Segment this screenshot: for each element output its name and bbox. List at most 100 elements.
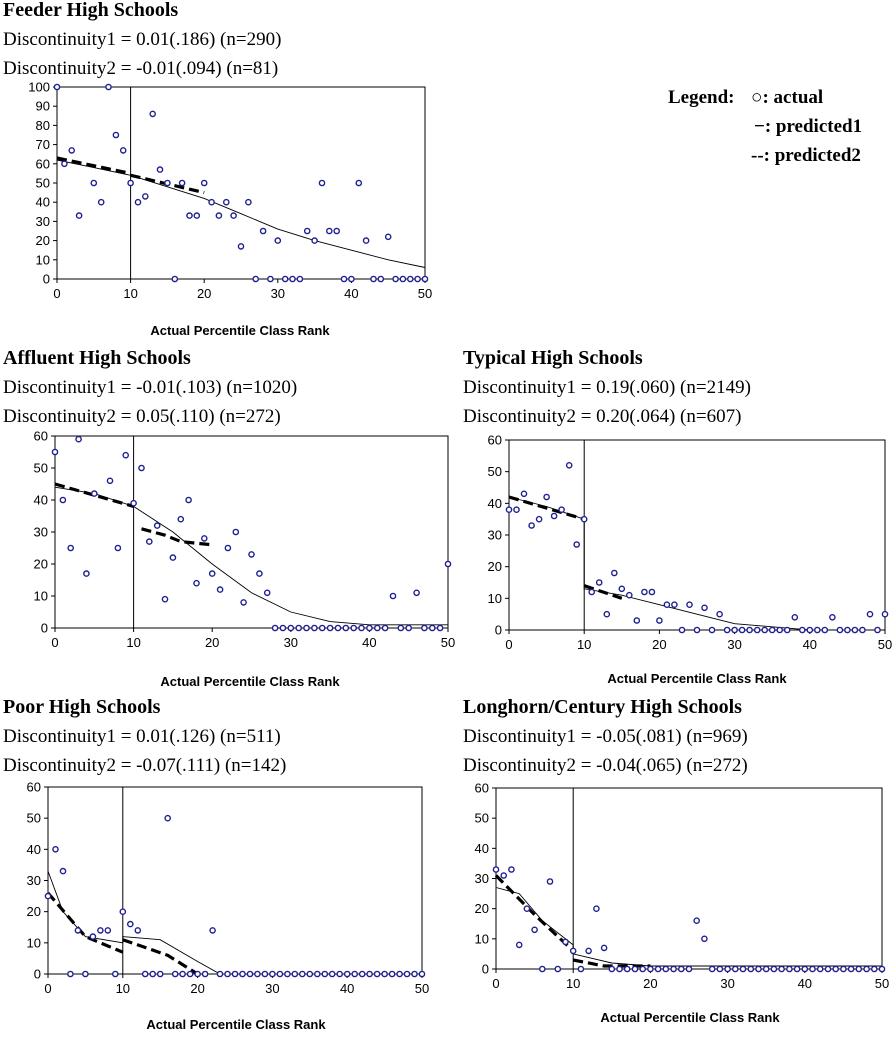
actual-point xyxy=(405,624,413,632)
actual-point xyxy=(793,965,801,973)
actual-point xyxy=(68,147,75,154)
actual-point xyxy=(881,610,889,618)
actual-point xyxy=(61,160,68,168)
y-tick-label: 20 xyxy=(36,233,50,248)
x-tick-label: 50 xyxy=(441,635,455,650)
actual-point xyxy=(761,626,769,634)
y-tick-label: 50 xyxy=(36,176,50,191)
actual-point xyxy=(216,970,224,978)
actual-point xyxy=(358,624,365,632)
actual-point xyxy=(816,965,824,973)
x-tick-label: 50 xyxy=(418,286,432,301)
actual-point xyxy=(389,592,397,600)
actual-point xyxy=(161,595,169,603)
y-tick-label: 50 xyxy=(27,811,41,826)
actual-point xyxy=(388,970,396,978)
actual-point xyxy=(52,846,59,853)
actual-point xyxy=(208,570,216,577)
plot-feeder: 0 10 20 30 40 50 60 70 80 90 100 0 10 20 30 40 50 xyxy=(28,80,432,302)
panel-poor: Poor High Schools Discontinuity1 = 0.01(… xyxy=(3,696,429,1032)
x-tick-label: 20 xyxy=(643,976,657,991)
actual-point xyxy=(708,965,716,973)
actual-point xyxy=(565,461,573,469)
actual-point xyxy=(662,965,670,973)
x-tick-label: 40 xyxy=(340,981,354,996)
actual-point xyxy=(836,626,844,634)
actual-point xyxy=(328,970,336,978)
x-tick-label: 40 xyxy=(798,976,812,991)
actual-point xyxy=(269,970,276,978)
x-axis-label: Actual Percentile Class Rank xyxy=(160,674,340,689)
panel-title: Poor High Schools xyxy=(3,696,161,718)
y-tick-label: 60 xyxy=(27,780,41,795)
discontinuity1: Discontinuity1 = -0.05(.081) (n=969) xyxy=(463,726,748,747)
actual-point xyxy=(351,970,359,978)
actual-point xyxy=(67,544,74,552)
actual-point xyxy=(248,551,255,558)
discontinuity2: Discontinuity2 = -0.01(.094) (n=81) xyxy=(3,58,278,79)
actual-point xyxy=(701,604,708,612)
y-tick-label: 50 xyxy=(34,461,48,476)
actual-point xyxy=(178,179,186,187)
actual-point xyxy=(739,965,747,973)
x-tick-label: 30 xyxy=(720,976,734,991)
actual-point xyxy=(284,970,291,978)
actual-point xyxy=(580,515,588,523)
x-tick-label: 10 xyxy=(126,635,140,650)
actual-point xyxy=(343,970,351,978)
actual-point xyxy=(608,965,616,973)
actual-point xyxy=(138,464,145,472)
actual-point xyxy=(274,237,282,244)
panel-longhorn-century: Longhorn/Century High Schools Discontinu… xyxy=(463,696,889,1025)
actual-point xyxy=(776,626,784,634)
y-tick-label: 30 xyxy=(475,871,489,886)
actual-point xyxy=(373,970,381,978)
actual-point xyxy=(801,965,809,973)
actual-point xyxy=(768,626,776,634)
actual-point xyxy=(500,872,508,879)
actual-point xyxy=(799,626,806,634)
actual-point xyxy=(53,83,61,91)
actual-point xyxy=(326,624,334,632)
actual-point xyxy=(851,626,859,634)
x-tick-label: 0 xyxy=(44,981,51,996)
x-tick-label: 10 xyxy=(577,637,591,652)
plot-frame xyxy=(495,787,883,970)
actual-point xyxy=(97,198,105,206)
actual-point xyxy=(318,624,326,632)
actual-point xyxy=(874,626,881,634)
y-tick-label: 40 xyxy=(27,842,41,857)
actual-point xyxy=(829,614,836,621)
actual-point xyxy=(370,275,377,283)
discontinuity2: Discontinuity2 = 0.05(.110) (n=272) xyxy=(3,406,281,427)
y-tick-label: 20 xyxy=(475,901,489,916)
discontinuity1: Discontinuity1 = 0.19(.060) (n=2149) xyxy=(463,377,751,398)
actual-point xyxy=(678,965,685,973)
actual-point xyxy=(716,610,723,618)
actual-point xyxy=(252,275,259,283)
actual-point xyxy=(403,970,411,978)
actual-point xyxy=(616,965,623,973)
actual-point xyxy=(208,198,215,206)
legend: Legend: ○: actual −: predicted1 --: pred… xyxy=(668,87,862,166)
actual-point xyxy=(333,227,341,235)
actual-point xyxy=(306,970,314,978)
actual-point xyxy=(340,275,348,283)
actual-point xyxy=(216,586,224,593)
y-tick-label: 80 xyxy=(36,118,50,133)
discontinuity2: Discontinuity2 = -0.04(.065) (n=272) xyxy=(463,755,748,776)
actual-point xyxy=(554,965,562,973)
actual-point xyxy=(59,496,67,504)
actual-point xyxy=(106,477,114,485)
actual-point xyxy=(311,624,318,632)
actual-point xyxy=(814,626,821,634)
actual-point xyxy=(824,965,832,973)
actual-point xyxy=(358,970,366,978)
y-tick-label: 10 xyxy=(488,591,502,606)
actual-point xyxy=(413,589,420,597)
actual-point xyxy=(550,512,558,520)
y-tick-label: 60 xyxy=(36,156,50,171)
actual-point xyxy=(377,275,385,283)
actual-point xyxy=(392,275,399,283)
actual-point xyxy=(871,965,878,973)
